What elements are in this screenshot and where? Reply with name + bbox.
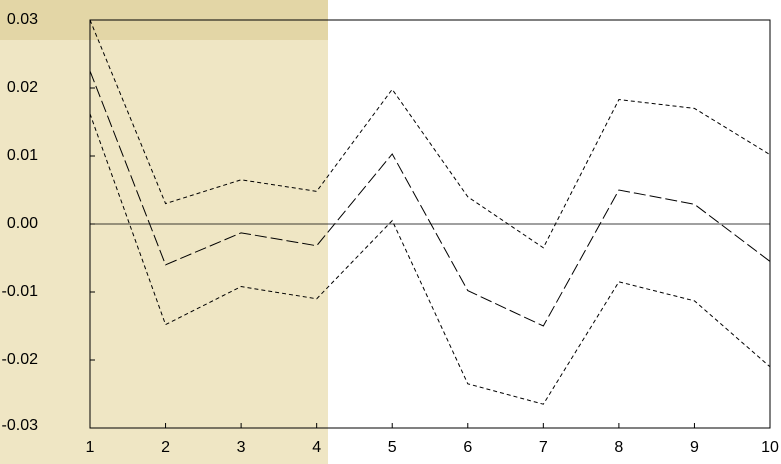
y-tick-label: -0.03 bbox=[2, 417, 39, 434]
x-tick-label: 7 bbox=[539, 439, 548, 456]
x-tick-label: 1 bbox=[86, 439, 95, 456]
y-tick-label: 0.02 bbox=[7, 79, 38, 96]
x-tick-label: 4 bbox=[312, 439, 321, 456]
y-tick-label: 0.03 bbox=[7, 11, 38, 28]
x-tick-label: 10 bbox=[761, 439, 779, 456]
y-tick-label: -0.02 bbox=[2, 351, 39, 368]
y-tick-label: 0.00 bbox=[7, 215, 38, 232]
x-tick-label: 6 bbox=[463, 439, 472, 456]
background-texture bbox=[0, 0, 328, 464]
y-tick-label: -0.01 bbox=[2, 283, 39, 300]
x-tick-label: 8 bbox=[614, 439, 623, 456]
y-tick-label: 0.01 bbox=[7, 147, 38, 164]
x-tick-label: 3 bbox=[237, 439, 246, 456]
x-tick-label: 5 bbox=[388, 439, 397, 456]
x-tick-label: 2 bbox=[161, 439, 170, 456]
series-line bbox=[89, 70, 771, 327]
series-line bbox=[89, 113, 771, 405]
series-line bbox=[89, 19, 771, 249]
x-tick-label: 9 bbox=[690, 439, 699, 456]
